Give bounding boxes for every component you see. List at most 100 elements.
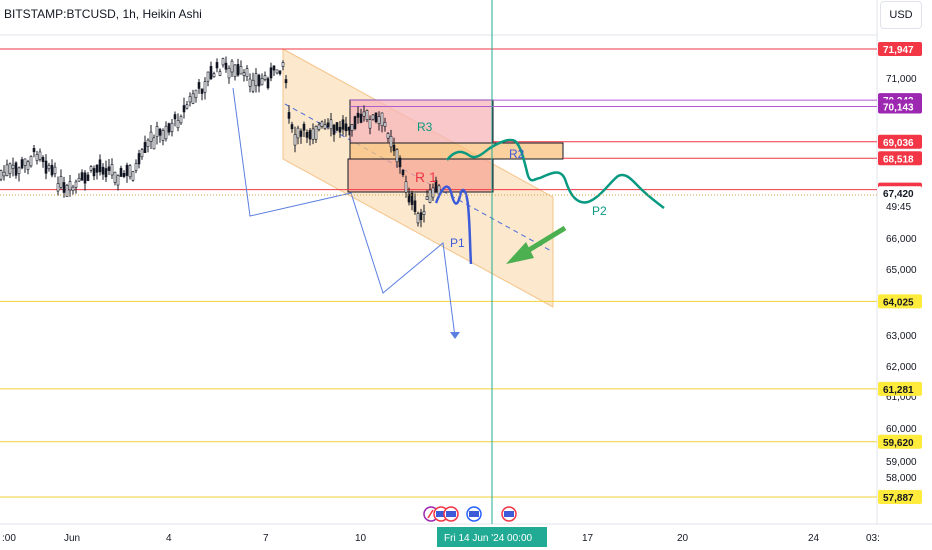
time-tick: 7 (263, 533, 269, 544)
time-tick: 20 (677, 533, 689, 544)
candle-body (158, 128, 162, 136)
candle-body (365, 110, 369, 120)
price-tick: 71,000 (886, 74, 917, 85)
events-row[interactable] (423, 506, 517, 522)
candle-body (332, 124, 336, 135)
price-tick: 58,000 (886, 473, 917, 484)
candle-body (251, 79, 255, 92)
candle-body (398, 157, 402, 168)
path-p1[interactable] (434, 185, 473, 265)
candle-body (353, 116, 357, 130)
candle-body (299, 130, 303, 137)
event-flag-mark (436, 511, 446, 517)
candle-body (29, 156, 33, 167)
candle-body (218, 71, 222, 76)
horizontal-levels[interactable] (0, 48, 877, 498)
symbol-title[interactable]: BITSTAMP:BTCUSD, 1h, Heikin Ashi (4, 7, 202, 21)
candle-body (89, 166, 93, 171)
candle-body (356, 112, 360, 118)
candle-body (32, 148, 36, 153)
candle-body (116, 175, 120, 186)
candle-body (431, 187, 435, 198)
price-tick: 66,000 (886, 234, 917, 245)
candle-body (146, 139, 150, 147)
green-arrow-icon[interactable] (506, 242, 534, 264)
candle-body (197, 82, 201, 89)
candle-body (404, 181, 408, 193)
candle-body (11, 164, 15, 169)
candle-body (47, 165, 51, 170)
candle-body (38, 151, 42, 160)
candle-body (308, 130, 312, 140)
zone-label-r1: R 1 (415, 169, 437, 185)
candle-body (59, 176, 63, 188)
zone-r2[interactable] (349, 142, 564, 160)
time-tick: Jun (64, 533, 80, 544)
candle-body (329, 119, 333, 130)
price-axis[interactable]: 71,000 66,000 65,000 63,000 62,000 61,00… (886, 74, 917, 484)
candle-body (320, 121, 324, 127)
candle-body (407, 193, 411, 203)
candle-body (317, 124, 321, 130)
candle-body (188, 96, 192, 103)
green-arrow-shaft[interactable] (522, 225, 567, 256)
candle-body (410, 192, 414, 205)
countdown-label: 49:45 (886, 202, 911, 213)
candle-body (173, 114, 177, 120)
candle-body (125, 164, 129, 176)
candle-body (131, 171, 135, 181)
zone-r1[interactable] (347, 158, 494, 193)
projection-lines[interactable] (232, 87, 456, 338)
candle-body (296, 127, 300, 139)
candle-body (77, 177, 81, 182)
candle-body (143, 142, 147, 153)
candle-body (326, 122, 330, 128)
candle-body (128, 165, 132, 178)
candle-body (362, 111, 366, 117)
candle-body (212, 73, 216, 78)
candle-body (113, 171, 117, 183)
price-tags: 71,94770,34370,14369,03668,51867,53267,4… (878, 42, 922, 504)
candle-body (2, 171, 6, 177)
price-tag-61281: 61,281 (878, 381, 922, 396)
projection-arrowhead-icon (450, 332, 460, 339)
candle-body (74, 181, 78, 188)
candle-body (371, 114, 375, 120)
price-tick: 60,000 (886, 424, 917, 435)
candle-body (83, 172, 87, 184)
crosshair-time-badge (437, 527, 547, 547)
candle-body (386, 133, 390, 139)
candle-body (191, 93, 195, 104)
currency-button[interactable]: USD (880, 1, 922, 29)
zone-label-r2: R2 (509, 147, 525, 161)
candle-body (254, 73, 258, 87)
candle-body (413, 200, 417, 212)
time-axis[interactable]: :00 Jun 4 7 10 17 20 24 03: Fri 14 Jun '… (2, 527, 880, 547)
candle-body (311, 128, 315, 140)
price-tag-69036: 69,036 (878, 134, 922, 149)
candle-body (26, 161, 30, 170)
zone-label-r3: R3 (417, 120, 433, 134)
us-flag-mark (446, 511, 456, 517)
candle-body (260, 78, 264, 86)
candle-body (209, 66, 213, 80)
candle-body (149, 131, 153, 142)
candle-body (215, 62, 219, 69)
candle-body (389, 136, 393, 148)
candle-body (41, 157, 45, 162)
candle-body (380, 112, 384, 127)
candle-body (182, 105, 186, 113)
candle-body (203, 81, 207, 93)
candle-body (284, 79, 288, 84)
price-tag-label: 68,518 (883, 154, 914, 165)
candle-body (68, 181, 72, 191)
time-tick: 17 (582, 533, 594, 544)
candle-body (236, 64, 240, 76)
zone-r3[interactable] (349, 99, 494, 144)
us-flag-mark (504, 511, 514, 517)
candle-body (425, 196, 429, 200)
candle-body (395, 149, 399, 163)
path-p2[interactable] (446, 138, 665, 209)
